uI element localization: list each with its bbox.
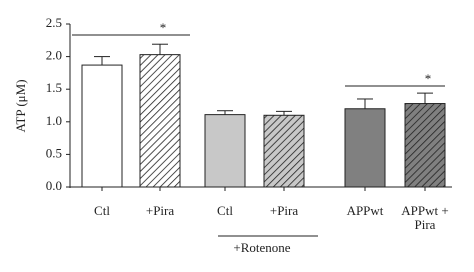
significance-star: *: [160, 20, 167, 35]
y-tick-label: 1.5: [46, 80, 62, 95]
bar: [204, 114, 246, 188]
y-axis-label: ATP (μM): [13, 79, 28, 132]
x-tick-label: Ctl: [217, 203, 233, 218]
bar: [81, 64, 123, 188]
bar: [344, 108, 386, 188]
x-tick-label: APPwt: [346, 203, 384, 218]
x-tick-label: +Pira: [145, 203, 175, 218]
bar: [263, 114, 305, 188]
y-tick-label: 2.0: [46, 48, 62, 63]
bar: [404, 103, 446, 188]
x-tick-label: +Pira: [269, 203, 299, 218]
y-tick-label: 1.0: [46, 113, 62, 128]
x-tick-label: Ctl: [94, 203, 110, 218]
y-tick-label: 2.5: [46, 15, 62, 30]
group-label: +Rotenone: [233, 240, 290, 255]
x-tick-label: APPwt + Pira: [401, 203, 449, 232]
y-tick-label: 0.5: [46, 145, 62, 160]
bar: [139, 54, 181, 188]
y-tick-label: 0.0: [46, 178, 62, 193]
significance-star: *: [425, 71, 432, 86]
